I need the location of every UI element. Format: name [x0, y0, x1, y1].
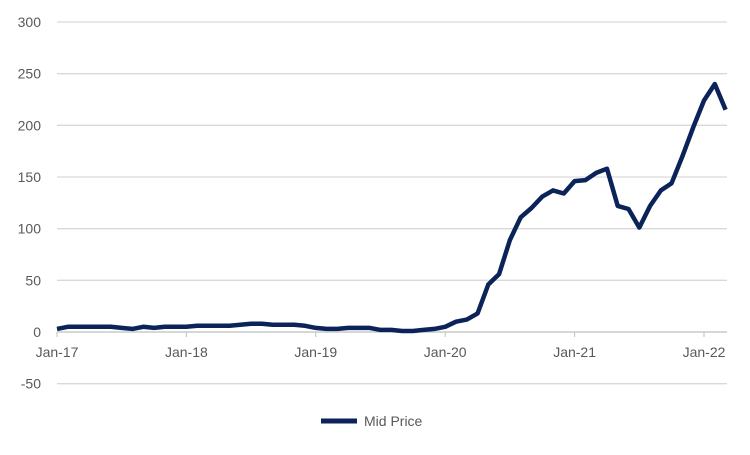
y-tick-label: -50 — [21, 376, 41, 392]
x-tick-label: Jan-18 — [165, 344, 208, 360]
x-tick-label: Jan-22 — [683, 344, 726, 360]
x-tick-label: Jan-21 — [553, 344, 596, 360]
y-tick-label: 150 — [18, 169, 42, 185]
x-tick-label: Jan-20 — [424, 344, 467, 360]
y-tick-label: 200 — [18, 117, 42, 133]
y-tick-label: 50 — [25, 272, 41, 288]
x-tick-label: Jan-19 — [294, 344, 337, 360]
legend: Mid Price — [321, 413, 423, 429]
y-tick-label: 100 — [18, 221, 42, 237]
y-tick-label: 0 — [33, 324, 41, 340]
legend-label: Mid Price — [364, 413, 423, 429]
series-line-mid-price — [56, 81, 728, 334]
x-tick-label: Jan-17 — [36, 344, 79, 360]
y-tick-label: 300 — [18, 14, 42, 30]
y-tick-label: 250 — [18, 66, 42, 82]
